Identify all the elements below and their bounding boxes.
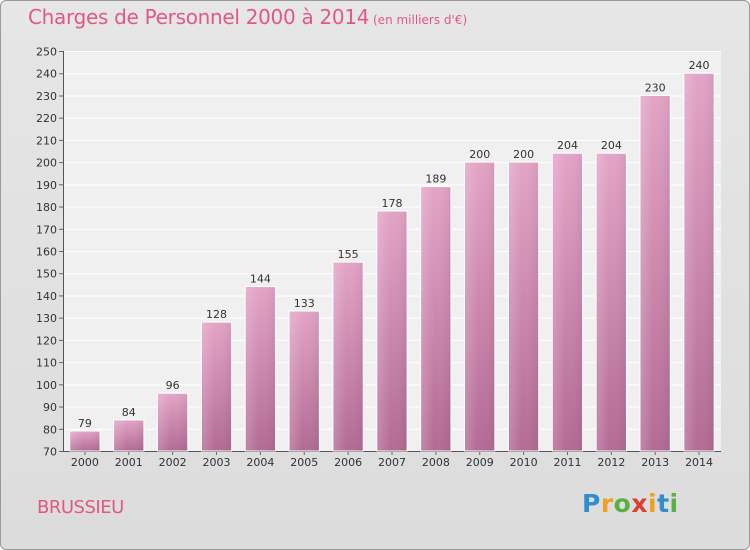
x-tick-label: 2001 [115,456,143,469]
data-label: 200 [513,148,534,161]
y-tick-label: 90 [43,401,57,414]
x-tick-label: 2012 [597,456,625,469]
x-tick-label: 2004 [246,456,274,469]
bar-sheen [114,420,143,451]
bar-sheen [202,323,231,451]
x-tick-label: 2010 [510,456,538,469]
y-tick-label: 100 [36,379,57,392]
data-label: 96 [166,379,180,392]
logo-letter: o [613,489,632,518]
x-tick-label: 2002 [159,456,187,469]
y-tick-label: 130 [36,312,57,325]
y-tick-label: 140 [36,290,57,303]
x-tick-label: 2013 [641,456,669,469]
y-tick-label: 80 [43,423,57,436]
bar-sheen [553,154,582,451]
chart-subtitle: (en milliers d'€) [373,13,468,27]
logo-letter: i [648,489,658,518]
bar-sheen [158,394,187,451]
y-tick-label: 220 [36,112,57,125]
y-tick-label: 160 [36,246,57,259]
bar-sheen [246,287,275,451]
data-label: 133 [294,297,315,310]
data-label: 189 [425,173,446,186]
bar-sheen [70,432,100,451]
data-label: 204 [601,139,622,152]
y-tick-label: 250 [36,46,57,59]
data-label: 200 [469,148,490,161]
data-label: 240 [689,59,710,72]
bar-sheen [641,96,670,451]
x-tick-label: 2000 [71,456,99,469]
bar-sheen [509,163,538,451]
y-tick-label: 70 [43,446,57,459]
data-label: 84 [122,406,136,419]
data-label: 79 [78,417,92,430]
bar-sheen [377,212,407,451]
bar-sheen [684,74,714,451]
bar-sheen [333,263,363,451]
y-tick-label: 210 [36,134,57,147]
logo-letter: P [582,489,601,518]
logo-letter: i [669,489,679,518]
chart-title: Charges de Personnel 2000 à 2014 [28,5,370,29]
y-tick-label: 120 [36,334,57,347]
labels-layer: 7080901001101201301401501601701801902002… [36,46,713,470]
x-tick-label: 2006 [334,456,362,469]
bars-layer [69,72,715,452]
x-tick-label: 2007 [378,456,406,469]
data-label: 144 [250,273,271,286]
x-tick-label: 2008 [422,456,450,469]
logo-letter: t [657,489,670,518]
y-tick-label: 150 [36,268,57,281]
bar-sheen [597,154,626,451]
x-tick-label: 2014 [685,456,713,469]
x-tick-label: 2011 [553,456,581,469]
y-tick-label: 240 [36,68,57,81]
bar-sheen [290,312,319,451]
bar-sheen [465,163,494,451]
logo-letter: r [600,489,614,518]
data-label: 204 [557,139,578,152]
bar-sheen [421,187,451,452]
proxiti-logo: Proxiti [582,489,679,518]
y-tick-label: 190 [36,179,57,192]
y-tick-label: 170 [36,223,57,236]
y-tick-label: 180 [36,201,57,214]
x-tick-label: 2003 [203,456,231,469]
logo-letter: x [631,489,648,518]
x-tick-label: 2005 [290,456,318,469]
x-tick-label: 2009 [466,456,494,469]
y-tick-label: 230 [36,90,57,103]
data-label: 155 [338,248,359,261]
y-tick-label: 110 [36,357,57,370]
data-label: 178 [382,197,403,210]
data-label: 128 [206,308,227,321]
data-label: 230 [645,81,666,94]
y-tick-label: 200 [36,157,57,170]
commune-name: BRUSSIEU [37,497,124,518]
